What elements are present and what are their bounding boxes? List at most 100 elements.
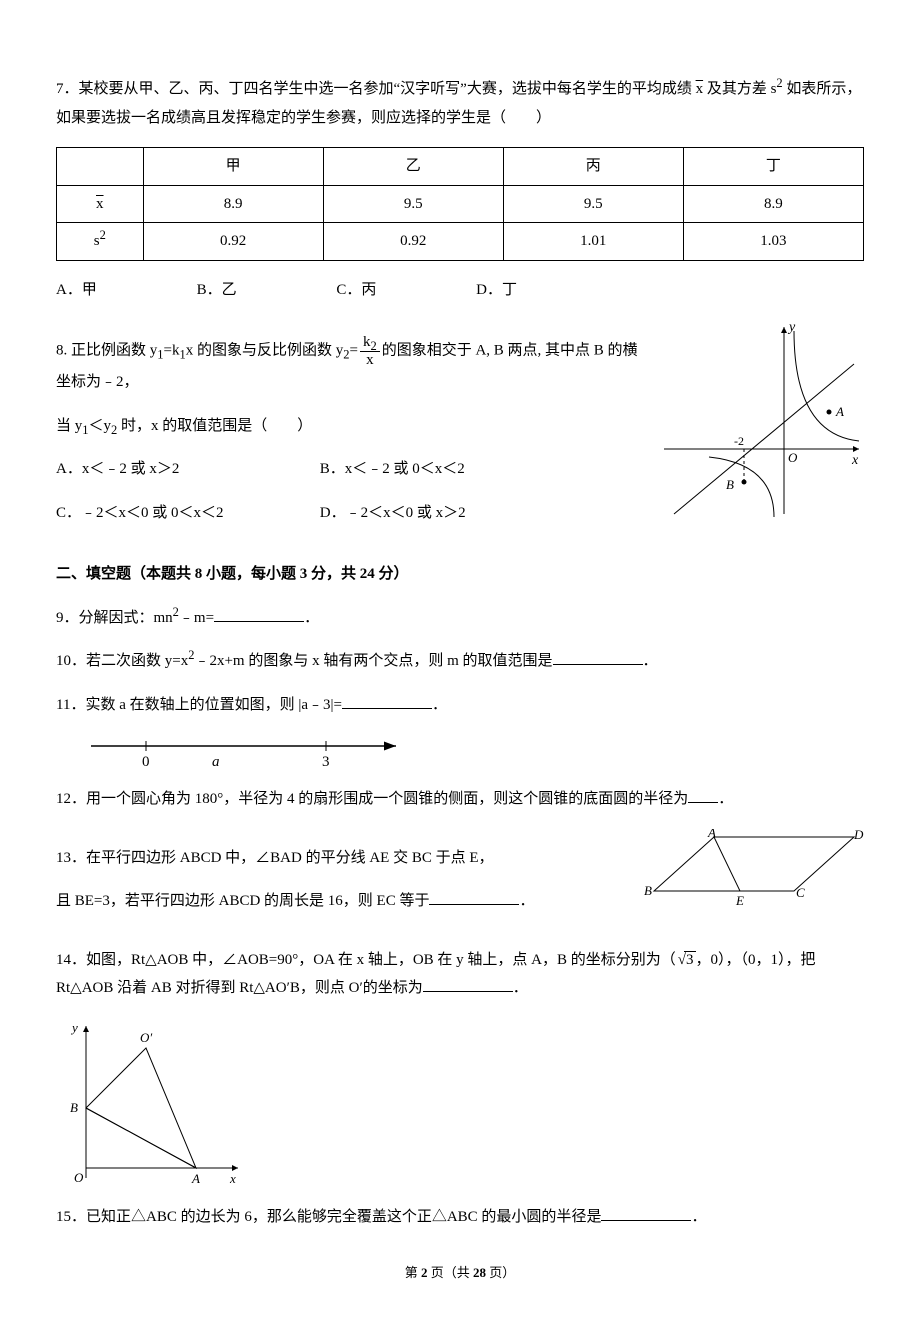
q12-stem: 12．用一个圆心角为 180°，半径为 4 的扇形围成一个圆锥的侧面，则这个圆锥… [56, 791, 688, 807]
axis-y-label: y [787, 320, 796, 335]
q7-choices: A．甲 B．乙 C．丙 D．丁 [56, 276, 864, 305]
q15-stem: 15．已知正△ABC 的边长为 6，那么能够完全覆盖这个正△ABC 的最小圆的半… [56, 1209, 601, 1225]
q11-blank [342, 693, 432, 709]
nl-0: 0 [142, 754, 150, 770]
footer-a: 第 [405, 1265, 421, 1280]
q9-b: ﹣m= [179, 610, 214, 626]
q8-t1: 8. 正比例函数 y [56, 342, 157, 358]
lbl-B: B [644, 883, 652, 898]
q7-choice-c-text: 丙 [361, 282, 376, 298]
lbl-Oprime: O′ [140, 1030, 152, 1045]
q15-period: ． [691, 1209, 706, 1225]
q7-cell: 8.9 [683, 185, 863, 223]
q8-condition: 当 y1＜y2 时，x 的取值范围是（ ） [56, 412, 644, 441]
question-9: 9．分解因式：mn2﹣m=． [56, 604, 864, 633]
lbl-B14: B [70, 1100, 78, 1115]
lbl-C: C [796, 885, 805, 900]
q7-choice-c: C．丙 [336, 282, 424, 298]
q10-period: ． [643, 653, 658, 669]
lbl-E: E [735, 893, 744, 908]
q8-choices-row1: A．x＜﹣2 或 x＞2 B．x＜﹣2 或 0＜x＜2 [56, 455, 644, 484]
q9-blank [214, 606, 304, 622]
section-2-title: 二、填空题（本题共 8 小题，每小题 3 分，共 24 分） [56, 560, 864, 589]
q10-b: ﹣2x+m 的图象与 x 轴有两个交点，则 m 的取值范围是 [194, 653, 552, 669]
question-13: 13．在平行四边形 ABCD 中，∠BAD 的平分线 AE 交 BC 于点 E，… [56, 829, 864, 931]
neg2-label: -2 [734, 434, 744, 448]
q8-choice-c: C．﹣2＜x＜0 或 0＜x＜2 [56, 499, 316, 528]
axis-x-label: x [851, 453, 859, 468]
lbl-A14: A [191, 1171, 200, 1186]
q7-choice-b-text: 乙 [222, 282, 237, 298]
q7-choice-d-text: 丁 [502, 282, 517, 298]
footer-c: 页） [486, 1265, 515, 1280]
q9-a: 9．分解因式：mn [56, 610, 173, 626]
lbl-y14: y [70, 1020, 78, 1035]
q13-blank [429, 889, 519, 905]
q8-t4: = [350, 342, 358, 358]
q7-cell: 9.5 [323, 185, 503, 223]
q8-t3: x 的图象与反比例函数 y [186, 342, 344, 358]
q7-choice-a-text: 甲 [82, 282, 97, 298]
q7-th-yi: 乙 [323, 148, 503, 186]
q8-choice-b-text: x＜﹣2 或 0＜x＜2 [345, 461, 465, 477]
q10-blank [553, 649, 643, 665]
question-11: 11．实数 a 在数轴上的位置如图，则 |a﹣3|= ． [56, 691, 864, 720]
page-footer: 第 2 页（共 28 页） [56, 1261, 864, 1286]
q8-choice-b: B．x＜﹣2 或 0＜x＜2 [320, 461, 465, 477]
footer-total: 28 [473, 1265, 486, 1280]
q7-table: 甲 乙 丙 丁 x 8.9 9.5 9.5 8.9 s2 0.92 0.92 1… [56, 147, 864, 261]
q7-th-bing: 丙 [503, 148, 683, 186]
lbl-D: D [853, 829, 864, 842]
q7-row-s2: s2 0.92 0.92 1.01 1.03 [57, 223, 864, 261]
lbl-O: O [74, 1170, 84, 1185]
sup-2-row: 2 [100, 228, 106, 242]
q11-a: 11．实数 a 在数轴上的位置如图，则 |a﹣3|= [56, 697, 342, 713]
q15-blank [601, 1205, 691, 1221]
sqrt3-icon: 3 [676, 946, 696, 975]
question-12: 12．用一个圆心角为 180°，半径为 4 的扇形围成一个圆锥的侧面，则这个圆锥… [56, 785, 864, 814]
q7-th-blank [57, 148, 144, 186]
q13-svg: A D B C E [644, 829, 864, 909]
nl-3: 3 [322, 754, 330, 770]
xbar-symbol-row: x [96, 196, 104, 212]
footer-b: 页（共 [427, 1265, 473, 1280]
q8-graph-svg: y x O A B -2 [654, 319, 864, 519]
q13-figure: A D B C E [644, 829, 864, 909]
q10-a: 10．若二次函数 y=x [56, 653, 188, 669]
lbl-A: A [707, 829, 716, 840]
q8-t2: =k [164, 342, 180, 358]
xbar-symbol: x [696, 81, 704, 97]
q8-c2: ＜y [89, 418, 112, 434]
q11-period: ． [432, 697, 447, 713]
q8-choice-d: D．﹣2＜x＜0 或 x＞2 [320, 505, 466, 521]
q8-choice-c-text: ﹣2＜x＜0 或 0＜x＜2 [81, 505, 224, 521]
q8-c3: 时，x 的取值范围是（ ） [117, 418, 312, 434]
q14-blank [423, 976, 513, 992]
q14-figure: O A B O′ x y [56, 1018, 864, 1188]
q12-period: ． [718, 791, 733, 807]
origin-label: O [788, 450, 798, 465]
q7-choice-d: D．丁 [476, 282, 565, 298]
q8-c1: 当 y [56, 418, 82, 434]
point-b-label: B [726, 477, 734, 492]
q7-table-header-row: 甲 乙 丙 丁 [57, 148, 864, 186]
q7-stem-b: 及其方差 s [707, 81, 777, 97]
q7-cell: 9.5 [503, 185, 683, 223]
lbl-x14: x [229, 1171, 236, 1186]
q8-choice-a: A．x＜﹣2 或 x＞2 [56, 455, 316, 484]
q14-svg: O A B O′ x y [56, 1018, 246, 1188]
q7-th-jia: 甲 [143, 148, 323, 186]
q7-stem: 7．某校要从甲、乙、丙、丁四名学生中选一名参加“汉字听写”大赛，选拔中每名学生的… [56, 75, 864, 132]
q7-rowlabel-xbar: x [57, 185, 144, 223]
point-a-label: A [835, 404, 844, 419]
q7-rowlabel-s2: s2 [57, 223, 144, 261]
sqrt3-val: 3 [684, 951, 696, 968]
numberline-svg: 0 a 3 [86, 734, 406, 770]
q8-choice-d-text: ﹣2＜x＜0 或 x＞2 [346, 505, 466, 521]
question-7: 7．某校要从甲、乙、丙、丁四名学生中选一名参加“汉字听写”大赛，选拔中每名学生的… [56, 75, 864, 304]
frac-den: x [360, 352, 380, 369]
frac-num-sub: 2 [370, 339, 376, 353]
q7-th-ding: 丁 [683, 148, 863, 186]
q7-cell: 0.92 [143, 223, 323, 261]
q7-stem-a: 7．某校要从甲、乙、丙、丁四名学生中选一名参加“汉字听写”大赛，选拔中每名学生的… [56, 81, 692, 97]
